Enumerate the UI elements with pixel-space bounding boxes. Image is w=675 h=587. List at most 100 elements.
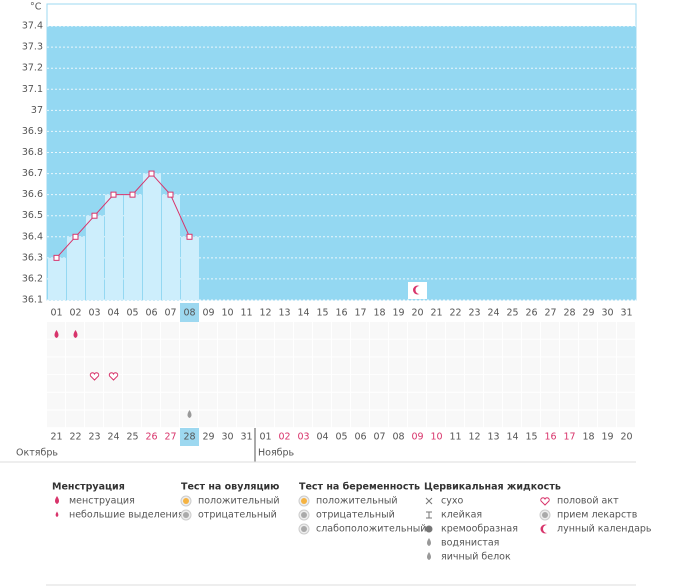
event-cell	[617, 357, 635, 375]
x-tick-label: 21	[430, 308, 442, 319]
x-tick-label: 25	[506, 308, 518, 319]
x-tick-label: 03	[88, 308, 100, 319]
legend-item: прием лекарств	[557, 510, 638, 521]
event-cell	[389, 410, 407, 428]
temperature-point	[53, 254, 60, 261]
event-cell	[598, 339, 616, 357]
icon-test-dot	[183, 512, 189, 518]
legend-title: Тест на овуляцию	[181, 482, 279, 493]
event-cell	[85, 339, 103, 357]
cycle-day: 13	[487, 432, 499, 443]
event-cell	[617, 392, 635, 410]
event-cell	[617, 410, 635, 428]
temperature-point	[110, 191, 117, 198]
event-cell	[180, 375, 198, 392]
legend-item: положительный	[198, 496, 280, 507]
event-cell	[47, 339, 65, 357]
cycle-day: 10	[430, 432, 442, 443]
event-cell	[579, 392, 597, 410]
selected-day	[180, 303, 199, 322]
icon-test-dot	[183, 498, 189, 504]
event-cell	[522, 375, 540, 392]
event-cell	[332, 357, 350, 375]
event-cell	[199, 357, 217, 375]
icon-drop	[54, 330, 59, 338]
temperature-point	[91, 212, 98, 219]
temperature-line	[56, 172, 190, 259]
event-cell	[560, 392, 578, 410]
event-cell	[123, 375, 141, 392]
event-cell	[427, 375, 445, 392]
event-cell	[199, 322, 217, 339]
event-cell	[123, 392, 141, 410]
event-cell	[294, 357, 312, 375]
event-cell	[104, 322, 122, 339]
event-cell	[256, 410, 274, 428]
icon-moon-cut	[543, 525, 551, 533]
event-cell	[522, 410, 540, 428]
event-cell	[275, 392, 293, 410]
cycle-day: 14	[506, 432, 518, 443]
x-tick-label: 11	[240, 308, 252, 319]
icon-heart	[108, 372, 119, 381]
event-cell	[503, 375, 521, 392]
event-cell	[560, 357, 578, 375]
event-cell	[104, 375, 122, 392]
x-tick-label: 02	[69, 308, 81, 319]
event-cell	[522, 339, 540, 357]
event-cell	[427, 357, 445, 375]
y-tick-label: 37.1	[22, 84, 43, 95]
cycle-day: 30	[221, 432, 233, 443]
icon-drop	[427, 538, 431, 546]
event-cell	[142, 392, 160, 410]
icon-creamy	[425, 525, 433, 533]
y-tick-label: 36.4	[22, 231, 43, 242]
month-label: Ноябрь	[258, 448, 295, 459]
cycle-day: 28	[183, 432, 195, 443]
event-cell	[256, 322, 274, 339]
x-tick-label: 14	[297, 308, 309, 319]
event-cell	[446, 410, 464, 428]
event-cell	[294, 410, 312, 428]
cycle-day: 05	[335, 432, 347, 443]
temperature-bar	[181, 236, 199, 300]
event-cell	[161, 375, 179, 392]
event-cell	[218, 375, 236, 392]
event-cell	[47, 375, 65, 392]
cycle-day: 03	[297, 432, 309, 443]
event-cell	[446, 375, 464, 392]
event-cell	[218, 322, 236, 339]
event-cell	[370, 375, 388, 392]
legend-item: отрицательный	[198, 510, 277, 521]
event-cell	[161, 357, 179, 375]
event-cell	[180, 357, 198, 375]
cycle-day: 08	[392, 432, 404, 443]
event-cell	[351, 339, 369, 357]
event-cell	[47, 322, 65, 339]
event-cell	[503, 357, 521, 375]
cycle-day: 22	[69, 432, 81, 443]
event-cell	[123, 322, 141, 339]
event-cell	[313, 322, 331, 339]
event-cell	[370, 410, 388, 428]
event-cell	[123, 339, 141, 357]
event-cell	[142, 357, 160, 375]
event-cell	[104, 357, 122, 375]
event-cell	[389, 357, 407, 375]
event-cell	[389, 322, 407, 339]
selected-cycle-day	[180, 428, 199, 446]
x-tick-label: 20	[411, 308, 423, 319]
event-cell	[484, 375, 502, 392]
x-tick-label: 05	[126, 308, 138, 319]
x-tick-label: 09	[202, 308, 214, 319]
x-tick-label: 18	[373, 308, 385, 319]
event-cell	[351, 375, 369, 392]
cycle-day: 31	[240, 432, 252, 443]
y-tick-label: 37	[31, 105, 43, 116]
event-cell	[541, 410, 559, 428]
legend-item: яичный белок	[441, 552, 511, 563]
cycle-day: 24	[107, 432, 119, 443]
event-cell	[522, 357, 540, 375]
event-cell	[598, 410, 616, 428]
